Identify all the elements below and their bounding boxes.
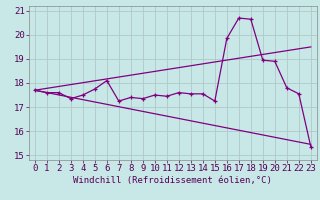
X-axis label: Windchill (Refroidissement éolien,°C): Windchill (Refroidissement éolien,°C) — [73, 176, 272, 185]
